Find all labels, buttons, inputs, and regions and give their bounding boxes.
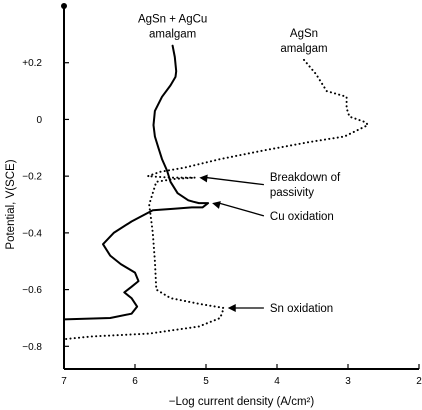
x-tick-label: 7 [61, 376, 67, 387]
y-tick-label: −0.8 [22, 342, 42, 353]
plot-area: 7 6 5 4 3 2 +0.2 0 −0.2 −0.4 −0.6 −0.8 AgSn + AgCu… [22, 3, 422, 387]
y-tick-label: 0 [36, 115, 42, 126]
series-labels: AgSn + AgCu amalgam AgSn amalgam [138, 14, 328, 55]
annotation-arrowhead [227, 304, 236, 313]
annotation-arrowhead [199, 174, 208, 183]
axis-origin-dot [61, 3, 67, 9]
x-tick-label: 3 [345, 376, 351, 387]
annotation-label: passivity [270, 187, 314, 199]
annotation-label: Sn oxidation [270, 303, 333, 315]
annotation-label: Breakdown of [270, 172, 341, 184]
x-ticks: 7 6 5 4 3 2 [61, 364, 422, 387]
series-line-1 [63, 44, 210, 321]
y-axis-title: Potential, V(SCE) [5, 159, 17, 249]
x-tick-label: 6 [132, 376, 138, 387]
annotations: Breakdown of passivity Cu oxidation Sn oxid… [199, 172, 341, 315]
x-tick-label: 4 [274, 376, 280, 387]
annotation-arrowhead [212, 201, 221, 209]
annotation-arrow-line [206, 176, 264, 186]
x-tick-label: 2 [416, 376, 422, 387]
y-tick-label: −0.6 [22, 285, 42, 296]
y-tick-label: +0.2 [22, 58, 42, 69]
series [63, 44, 369, 341]
series-label: AgSn + AgCu [138, 14, 207, 26]
x-axis-title: −Log current density (A/cm²) [169, 396, 315, 408]
y-tick-label: −0.2 [22, 172, 42, 183]
series-label: amalgam [149, 29, 196, 41]
series-line-2 [63, 58, 369, 341]
y-tick-label: −0.4 [22, 228, 42, 239]
annotation-label: Cu oxidation [270, 211, 334, 223]
x-tick-label: 5 [203, 376, 209, 387]
y-ticks: +0.2 0 −0.2 −0.4 −0.6 −0.8 [22, 58, 69, 353]
series-label: AgSn [290, 28, 318, 40]
annotation-arrow-line [218, 202, 265, 217]
series-label: amalgam [280, 43, 327, 55]
